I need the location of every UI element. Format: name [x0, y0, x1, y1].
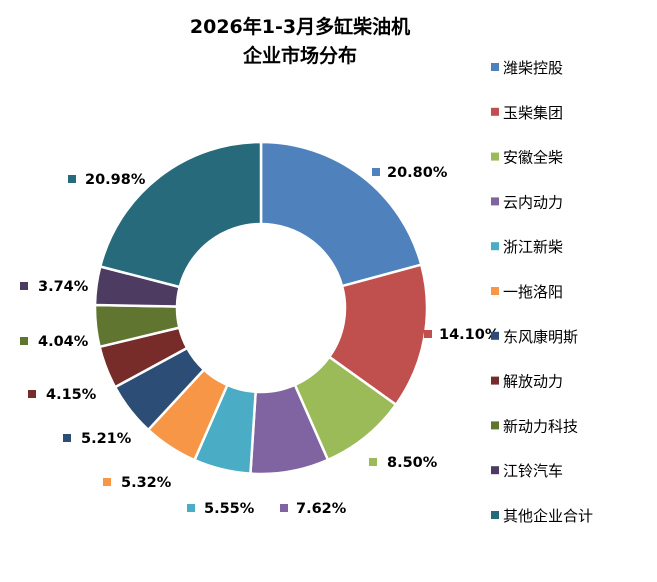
legend-item: 解放动力: [491, 373, 563, 391]
data-label: 14.10%: [424, 327, 500, 343]
legend-label: 安徽全柴: [503, 149, 563, 167]
data-label-marker: [20, 337, 28, 345]
donut-slice: [259, 140, 423, 288]
data-label-text: 5.55%: [204, 501, 255, 517]
data-label-marker: [63, 434, 71, 442]
donut-slice: [99, 140, 263, 289]
legend-swatch: [491, 376, 499, 385]
legend-label: 东风康明斯: [503, 328, 578, 346]
legend-item: 云内动力: [491, 193, 563, 211]
legend-swatch: [491, 331, 499, 340]
legend-item: 东风康明斯: [491, 328, 578, 346]
data-label-text: 5.21%: [81, 431, 132, 447]
legend-label: 新动力科技: [503, 417, 578, 435]
legend-item: 安徽全柴: [491, 149, 563, 167]
data-label-text: 20.80%: [387, 165, 448, 181]
data-label-text: 14.10%: [439, 327, 500, 343]
legend-item: 玉柴集团: [491, 104, 563, 122]
legend-item: 浙江新柴: [491, 238, 563, 256]
chart-title: 2026年1-3月多缸柴油机 企业市场分布: [190, 15, 410, 67]
donut-slices: [93, 140, 429, 476]
data-label-marker: [280, 504, 288, 512]
legend-swatch: [491, 107, 499, 116]
data-label-marker: [424, 330, 432, 338]
data-label-marker: [369, 458, 377, 466]
data-label-marker: [20, 282, 28, 290]
data-label: 4.04%: [20, 334, 89, 350]
data-label: 8.50%: [369, 455, 438, 471]
legend-label: 江铃汽车: [503, 462, 563, 480]
legend-swatch: [491, 421, 499, 430]
data-label: 5.32%: [103, 475, 172, 491]
data-label: 5.21%: [63, 431, 132, 447]
data-label: 20.80%: [372, 165, 448, 181]
data-label-marker: [372, 168, 380, 176]
legend-label: 解放动力: [503, 373, 563, 391]
legend-label: 潍柴控股: [503, 59, 563, 77]
data-label-text: 4.04%: [38, 334, 89, 350]
data-label: 3.74%: [20, 279, 89, 295]
data-label: 20.98%: [68, 172, 146, 188]
data-label-marker: [187, 504, 195, 512]
legend-label: 玉柴集团: [503, 104, 563, 122]
data-label-text: 4.15%: [46, 387, 97, 403]
legend-swatch: [491, 511, 499, 519]
legend: 潍柴控股玉柴集团安徽全柴云内动力浙江新柴一拖洛阳东风康明斯解放动力新动力科技江铃…: [491, 59, 593, 525]
legend-item: 一拖洛阳: [491, 283, 563, 301]
data-label: 4.15%: [28, 387, 97, 403]
data-labels: 20.80% 14.10% 8.50% 7.62% 5.55% 5.32% 5.21% 4.1…: [20, 165, 500, 517]
legend-item: 江铃汽车: [491, 462, 563, 480]
legend-label: 其他企业合计: [503, 507, 593, 525]
data-label-marker: [68, 175, 76, 183]
chart-title-line-1: 2026年1-3月多缸柴油机: [190, 15, 410, 38]
legend-item: 其他企业合计: [491, 507, 593, 525]
legend-swatch: [491, 63, 499, 71]
legend-swatch: [491, 152, 499, 161]
data-label-text: 5.32%: [121, 475, 172, 491]
legend-swatch: [491, 242, 499, 251]
chart-title-line-2: 企业市场分布: [242, 44, 357, 67]
legend-label: 浙江新柴: [503, 238, 563, 256]
data-label-text: 7.62%: [296, 501, 347, 517]
legend-item: 新动力科技: [491, 417, 578, 435]
data-label: 7.62%: [280, 501, 347, 517]
data-label-marker: [103, 478, 111, 486]
legend-swatch: [491, 287, 499, 295]
legend-swatch: [491, 466, 499, 475]
data-label-text: 3.74%: [38, 279, 89, 295]
data-label-text: 8.50%: [387, 455, 438, 471]
legend-swatch: [491, 197, 499, 206]
legend-item: 潍柴控股: [491, 59, 563, 77]
data-label-marker: [28, 390, 36, 398]
legend-label: 一拖洛阳: [503, 283, 563, 301]
data-label: 5.55%: [187, 501, 255, 517]
data-label-text: 20.98%: [85, 172, 146, 188]
legend-label: 云内动力: [503, 193, 563, 211]
